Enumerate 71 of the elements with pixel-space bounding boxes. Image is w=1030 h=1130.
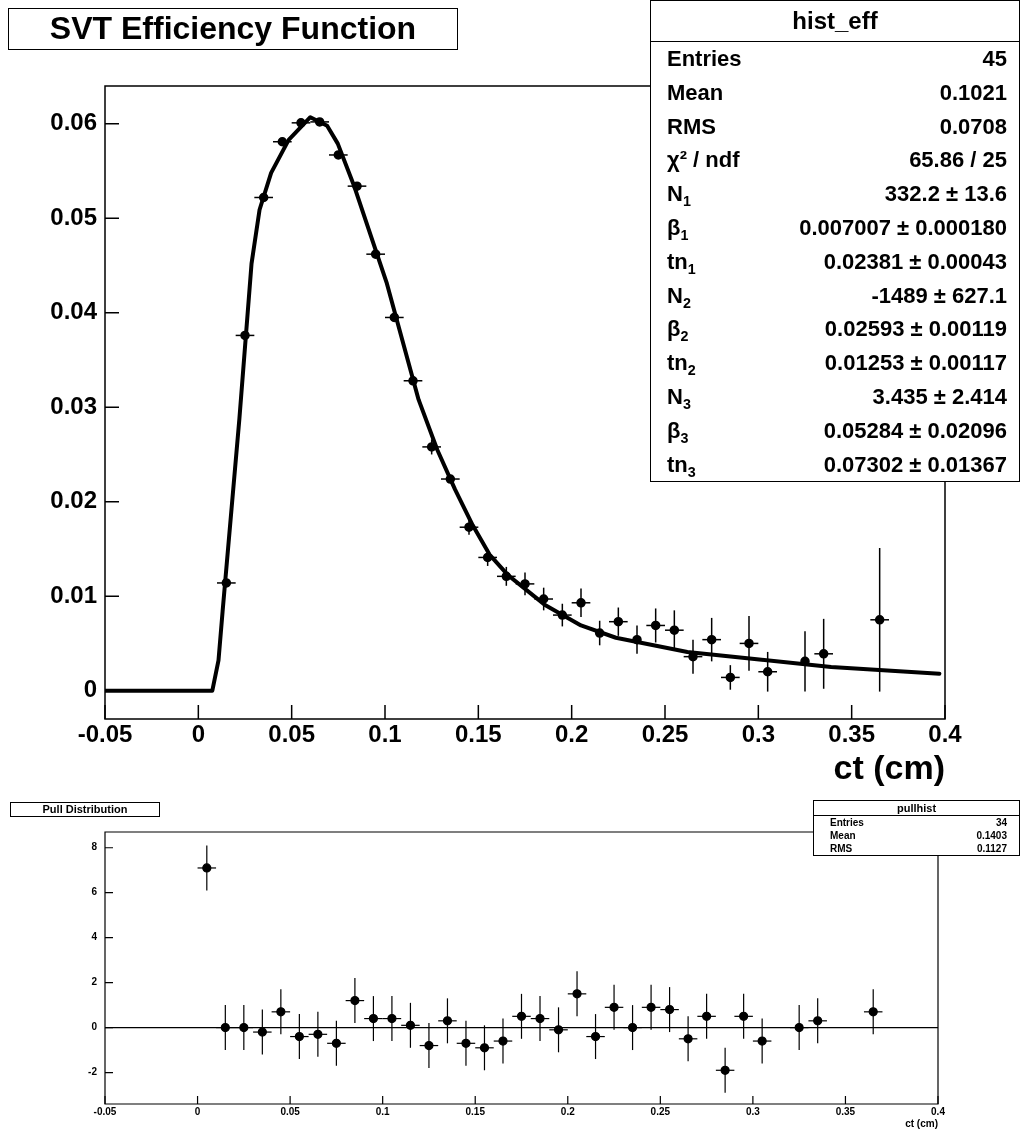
annotation: Mean <box>667 78 724 107</box>
annotation: 0.02381 ± 0.00043 <box>823 247 1007 276</box>
annotation: 332.2 ± 13.6 <box>884 180 1007 209</box>
annotation: 0.07302 ± 0.01367 <box>823 450 1007 479</box>
x-tick-label: 0 <box>194 1105 201 1117</box>
annotation: χ² / ndf <box>667 146 740 175</box>
annotation: tn$_{3}$ <box>667 450 696 482</box>
annotation: RMS <box>830 842 853 855</box>
annotation: tn$_{1}$ <box>667 247 696 279</box>
annotation: 0.0708 <box>939 112 1007 141</box>
x-tick-label: 0.35 <box>835 1105 856 1117</box>
x-tick-label: 0.05 <box>268 720 316 748</box>
x-tick-label: 0.05 <box>280 1105 301 1117</box>
y-tick-label: 0.03 <box>50 391 97 419</box>
y-tick-label: 2 <box>91 976 98 988</box>
y-tick-label: 0 <box>91 1021 98 1033</box>
annotation: 0.1021 <box>939 78 1007 107</box>
text: 0.1127 <box>976 842 1007 855</box>
x-tick-label: 0.35 <box>828 720 876 748</box>
x-axis-title: ct (cm) <box>905 1117 938 1129</box>
annotation: β$_{1}$ <box>667 214 689 245</box>
x-tick-label: 0.3 <box>745 1105 761 1117</box>
annotation: RMS <box>667 112 716 141</box>
annotation: 65.86 / 25 <box>909 146 1007 175</box>
y-tick-label: 0.01 <box>50 580 97 608</box>
chart-title: Pull Distribution <box>10 802 160 817</box>
annotation: 0.007007 ± 0.000180 <box>799 214 1007 242</box>
y-tick-label: 0 <box>83 675 97 703</box>
annotation: Mean <box>830 829 856 842</box>
annotation: 0.01253 ± 0.00117 <box>824 349 1007 378</box>
x-tick-label: 0.1 <box>375 1105 391 1117</box>
x-tick-label: -0.05 <box>77 720 133 748</box>
y-tick-label: 0.02 <box>50 486 97 514</box>
annotation: N$_{2}$ <box>667 281 691 313</box>
annotation: 3.435 ± 2.414 <box>872 382 1007 411</box>
y-tick-label: 6 <box>91 886 98 898</box>
x-tick-label: 0.4 <box>928 720 963 748</box>
text: Entries <box>830 816 864 829</box>
x-tick-label: 0.3 <box>741 720 776 748</box>
text: hist_eff <box>651 1 1019 42</box>
text: pullhist <box>814 801 1019 816</box>
text: Entries <box>667 45 742 73</box>
y-tick-label: 4 <box>91 931 98 943</box>
annotation: β$_{3}$ <box>667 416 689 448</box>
annotation: N$_{3}$ <box>667 382 691 414</box>
text: 34 <box>995 816 1007 829</box>
x-tick-label: 0 <box>191 720 206 748</box>
annotation: β$_{2}$ <box>667 315 689 347</box>
x-axis-title: ct (cm) <box>833 747 945 786</box>
x-tick-label: 0.1 <box>368 720 402 748</box>
x-tick-label: 0.4 <box>931 1105 946 1117</box>
x-tick-label: 0.15 <box>465 1105 486 1117</box>
x-tick-label: 0.2 <box>560 1105 576 1117</box>
x-tick-label: -0.05 <box>93 1105 117 1117</box>
y-tick-label: -2 <box>88 1066 98 1078</box>
annotation: 0.02593 ± 0.00119 <box>824 315 1007 344</box>
y-tick-label: 0.06 <box>50 108 97 136</box>
x-tick-label: 0.15 <box>454 720 502 748</box>
y-tick-label: 0.04 <box>50 297 98 325</box>
y-tick-label: 8 <box>91 841 98 853</box>
x-tick-label: 0.25 <box>650 1105 671 1117</box>
x-tick-label: 0.2 <box>554 720 589 748</box>
text: 45 <box>982 45 1007 73</box>
y-tick-label: 0.05 <box>50 202 97 230</box>
annotation: N$_{1}$ <box>667 180 691 211</box>
x-tick-label: 0.25 <box>641 720 689 748</box>
annotation: 0.05284 ± 0.02096 <box>823 416 1007 445</box>
chart-title: SVT Efficiency Function <box>8 8 458 50</box>
text: 0.1403 <box>976 829 1007 842</box>
annotation: -1489 ± 627.1 <box>871 281 1007 310</box>
annotation: tn$_{2}$ <box>667 349 696 380</box>
